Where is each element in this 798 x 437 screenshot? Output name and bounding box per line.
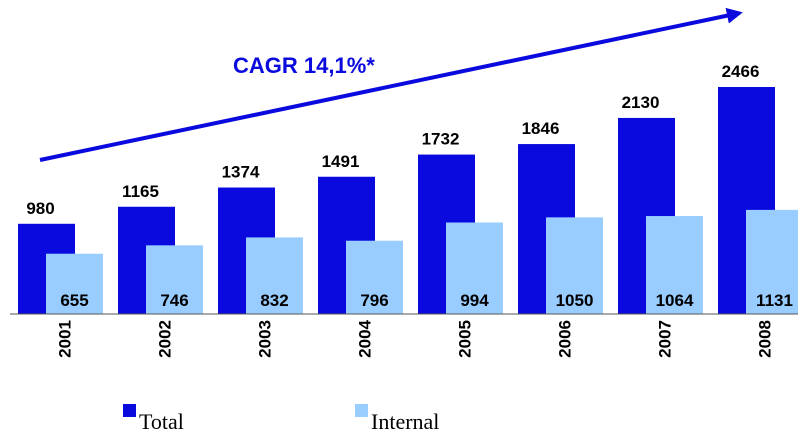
trend-arrow	[39, 7, 743, 162]
legend-swatch	[355, 404, 368, 417]
x-tick-label: 2003	[255, 320, 274, 358]
x-tick-label: 2006	[555, 320, 574, 358]
data-label: 2466	[722, 62, 760, 81]
data-label: 796	[360, 291, 388, 310]
x-tick-label: 2002	[155, 320, 174, 358]
data-label: 1050	[556, 291, 594, 310]
bar	[246, 237, 303, 314]
legend-text: Total	[139, 409, 184, 434]
data-label: 1374	[222, 163, 260, 182]
data-label: 746	[160, 291, 188, 310]
bar	[46, 253, 103, 314]
data-label: 1131	[756, 291, 793, 310]
x-tick-label: 2001	[55, 320, 74, 358]
x-tick-label: 2008	[755, 320, 774, 358]
data-label: 980	[26, 199, 54, 218]
legend-text: Internal	[371, 409, 439, 434]
x-tick-label: 2005	[455, 320, 474, 358]
bar	[746, 209, 798, 314]
data-label: 1064	[656, 291, 694, 310]
legend-swatch	[123, 404, 136, 417]
data-label: 1846	[522, 119, 560, 138]
x-tick-label: 2007	[655, 320, 674, 358]
data-label: 2130	[622, 93, 660, 112]
data-label: 832	[260, 291, 288, 310]
bar	[446, 222, 503, 314]
data-label: 994	[460, 291, 489, 310]
bar	[146, 245, 203, 314]
bar	[546, 217, 603, 314]
data-label: 655	[60, 291, 88, 310]
x-tick-label: 2004	[355, 319, 374, 357]
bar	[646, 216, 703, 314]
data-label: 1491	[322, 152, 360, 171]
data-label: 1165	[122, 182, 159, 201]
annotation: CAGR 14,1%*	[233, 53, 375, 78]
data-label: 1732	[422, 130, 460, 149]
bar	[346, 240, 403, 314]
